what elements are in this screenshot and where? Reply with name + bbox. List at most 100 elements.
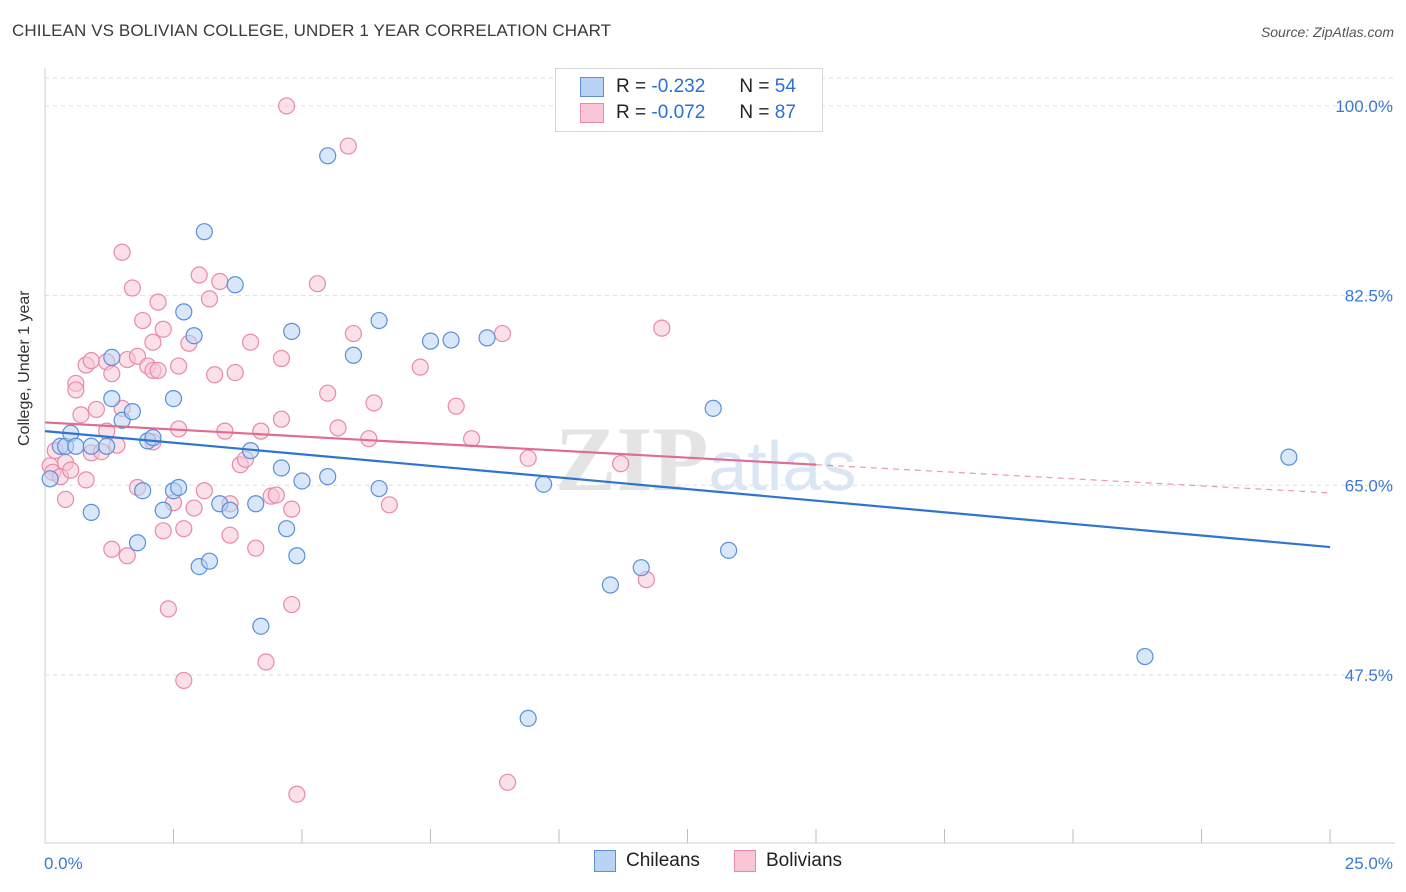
r-value: -0.232 — [651, 76, 706, 97]
y-tick-label: 82.5% — [1345, 287, 1393, 306]
legend-row-bolivians: R = -0.072 N = 87 — [580, 101, 796, 125]
chilean-point — [288, 547, 306, 565]
bolivian-point — [175, 671, 193, 690]
chilean-point — [421, 332, 440, 350]
bolivian-point — [134, 311, 152, 330]
bolivian-point — [493, 324, 512, 343]
chilean-point — [720, 541, 738, 559]
bolivian-point — [62, 461, 80, 479]
bolivian-point — [221, 526, 239, 544]
bolivian-point — [144, 333, 162, 351]
chilean-point — [144, 429, 162, 447]
bolivian-point — [499, 773, 517, 791]
legend-item-chileans[interactable]: Chileans — [594, 850, 700, 872]
bolivian-point — [226, 363, 244, 382]
bolivian-point — [267, 486, 285, 504]
bolivian-point — [200, 290, 219, 308]
chilean-point — [319, 468, 337, 486]
x-tick-label: 0.0% — [44, 854, 83, 873]
chilean-point — [103, 389, 121, 408]
bolivian-point — [170, 357, 188, 375]
chileans-swatch — [594, 850, 616, 872]
chilean-point — [67, 437, 85, 455]
source-label: Source: ZipAtlas.com — [1260, 24, 1394, 40]
bolivian-point — [195, 482, 213, 500]
bolivian-point — [319, 384, 337, 402]
chilean-point — [200, 552, 219, 570]
chilean-point — [1280, 448, 1298, 466]
chilean-point — [154, 501, 172, 519]
r-value: -0.072 — [651, 102, 706, 123]
bolivian-point — [56, 490, 75, 508]
chilean-point — [442, 331, 460, 349]
chilean-point — [283, 322, 301, 340]
bolivian-point — [272, 410, 291, 428]
y-axis-label: College, Under 1 year — [16, 290, 33, 446]
chilean-point — [704, 399, 722, 417]
bolivian-point — [252, 422, 270, 440]
bolivian-point — [190, 266, 208, 284]
chilean-point — [293, 472, 311, 490]
chilean-point — [370, 311, 388, 330]
bolivian-point — [118, 547, 136, 565]
legend-label-bolivians: Bolivians — [766, 850, 843, 871]
bolivian-point — [82, 352, 100, 370]
bolivian-point — [154, 522, 172, 540]
r-label: R = — [616, 102, 647, 123]
bolivians-swatch — [580, 103, 604, 123]
chilean-point — [175, 303, 193, 321]
stats-legend: R = -0.232 N = 54 R = -0.072 N = 87 — [555, 68, 823, 132]
bolivian-point — [175, 520, 193, 538]
x-tick-label: 25.0% — [1345, 854, 1393, 873]
chilean-point — [370, 479, 388, 498]
y-tick-label: 65.0% — [1345, 476, 1393, 495]
bolivian-point — [272, 349, 291, 368]
bolivian-point — [113, 243, 131, 261]
bolivian-point — [87, 400, 106, 419]
chilean-point — [103, 348, 121, 367]
bolivian-point — [380, 496, 398, 514]
chileans-trend-line — [44, 430, 1331, 549]
chilean-point — [319, 147, 337, 165]
chilean-point — [226, 276, 244, 294]
chilean-point — [134, 482, 152, 500]
bolivian-point — [329, 419, 347, 437]
bolivian-point — [519, 449, 537, 467]
chilean-point — [632, 559, 650, 577]
chilean-point — [534, 475, 553, 493]
chilean-point — [98, 437, 116, 455]
bolivian-point — [154, 320, 172, 338]
legend-label-chileans: Chileans — [626, 850, 700, 871]
bolivian-point — [257, 653, 275, 671]
bolivian-point — [447, 397, 465, 415]
bolivian-point — [185, 499, 203, 517]
bolivian-point — [277, 97, 296, 115]
series-legend: Chileans Bolivians — [0, 850, 1406, 878]
r-label: R = — [616, 76, 647, 97]
bolivian-point — [653, 319, 671, 337]
chilean-point — [344, 346, 362, 364]
legend-item-bolivians[interactable]: Bolivians — [734, 850, 842, 872]
bolivians-trend-line — [44, 421, 817, 466]
chilean-point — [164, 389, 183, 408]
bolivian-point — [149, 361, 167, 380]
bolivian-point — [149, 293, 167, 311]
bolivian-point — [211, 272, 229, 291]
chilean-point — [247, 495, 265, 513]
chilean-point — [128, 534, 147, 552]
n-value: 54 — [774, 76, 796, 97]
bolivian-point — [344, 324, 362, 343]
chilean-point — [185, 327, 203, 345]
bolivian-point — [288, 785, 306, 803]
n-label: N = — [739, 102, 770, 123]
bolivians-swatch — [734, 850, 756, 872]
bolivian-point — [339, 137, 357, 155]
chilean-point — [123, 403, 141, 421]
bolivian-point — [159, 600, 177, 618]
n-value: 87 — [774, 102, 796, 123]
bolivian-point — [77, 471, 95, 489]
chilean-point — [82, 503, 100, 522]
chilean-point — [82, 437, 100, 455]
bolivian-point — [308, 275, 327, 293]
